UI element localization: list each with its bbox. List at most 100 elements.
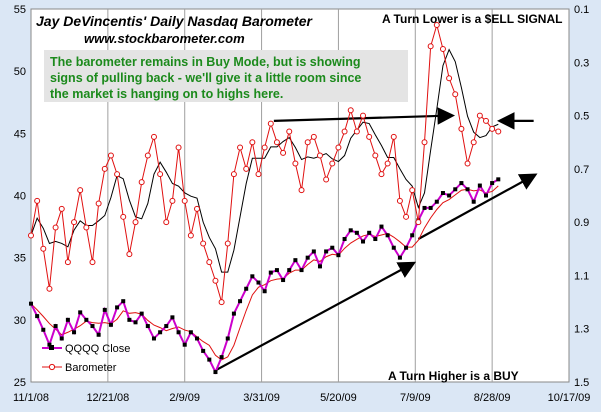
data-point bbox=[170, 315, 175, 320]
data-point bbox=[458, 125, 465, 132]
note-box bbox=[44, 50, 408, 102]
data-point bbox=[274, 268, 279, 273]
left-axis: 25 30 35 40 45 50 55 bbox=[14, 4, 26, 389]
data-point bbox=[415, 219, 422, 226]
legend-marker-qqqq bbox=[49, 345, 54, 350]
x-tick-label: 8/28/09 bbox=[474, 392, 511, 404]
right-tick-label: 0.9 bbox=[574, 217, 589, 229]
data-point bbox=[132, 219, 139, 226]
data-point bbox=[373, 237, 378, 242]
data-point bbox=[77, 187, 84, 194]
data-point bbox=[218, 299, 225, 306]
data-point bbox=[354, 230, 359, 235]
x-tick-label: 10/17/09 bbox=[548, 392, 591, 404]
data-point bbox=[323, 176, 330, 183]
data-point bbox=[237, 144, 244, 151]
data-point bbox=[316, 152, 323, 159]
data-point bbox=[107, 152, 114, 159]
data-point bbox=[195, 336, 200, 341]
data-point bbox=[404, 245, 409, 250]
left-tick-label: 40 bbox=[14, 191, 26, 203]
data-point bbox=[410, 233, 415, 238]
data-point bbox=[175, 144, 182, 151]
data-point bbox=[482, 117, 489, 124]
data-point bbox=[83, 224, 90, 231]
data-point bbox=[163, 219, 170, 226]
data-point bbox=[286, 128, 293, 135]
data-point bbox=[89, 259, 96, 266]
left-tick-label: 50 bbox=[14, 66, 26, 78]
x-tick-label: 11/1/08 bbox=[13, 392, 49, 404]
data-point bbox=[64, 259, 71, 266]
x-tick-label: 7/9/09 bbox=[400, 392, 431, 404]
data-point bbox=[40, 245, 47, 252]
data-point bbox=[324, 249, 329, 254]
data-point bbox=[182, 342, 187, 347]
data-point bbox=[230, 171, 237, 178]
data-point bbox=[385, 233, 390, 238]
data-point bbox=[243, 165, 250, 172]
data-point bbox=[496, 177, 501, 182]
data-point bbox=[273, 139, 280, 146]
data-point bbox=[459, 181, 464, 186]
data-point bbox=[304, 139, 311, 146]
data-point bbox=[151, 336, 156, 341]
trend-arrow-upper bbox=[417, 173, 538, 240]
data-point bbox=[292, 160, 299, 167]
data-point bbox=[41, 327, 46, 332]
series-qqqq-close bbox=[29, 177, 501, 375]
data-point bbox=[127, 317, 132, 322]
right-tick-label: 1.1 bbox=[574, 270, 589, 282]
data-point bbox=[164, 324, 169, 329]
data-point bbox=[440, 191, 445, 196]
right-tick-label: 0.3 bbox=[574, 57, 589, 69]
right-tick-label: 0.7 bbox=[574, 164, 589, 176]
data-point bbox=[34, 197, 41, 204]
data-point bbox=[169, 197, 176, 204]
data-point bbox=[428, 205, 433, 210]
data-point bbox=[90, 324, 95, 329]
data-point bbox=[139, 311, 144, 316]
data-point bbox=[470, 139, 477, 146]
data-point bbox=[360, 112, 367, 119]
data-point bbox=[47, 342, 52, 347]
right-axis: 0.1 0.3 0.5 0.7 0.9 1.1 1.3 1.5 bbox=[574, 4, 589, 389]
data-point bbox=[157, 171, 164, 178]
data-point bbox=[390, 133, 397, 140]
left-tick-label: 55 bbox=[14, 4, 26, 16]
data-point bbox=[267, 120, 274, 127]
data-point bbox=[145, 324, 150, 329]
data-point bbox=[71, 219, 78, 226]
data-point bbox=[29, 301, 33, 306]
data-point bbox=[366, 133, 373, 140]
data-point bbox=[200, 240, 207, 247]
data-point bbox=[121, 299, 126, 304]
data-point bbox=[330, 245, 335, 250]
x-tick-label: 2/9/09 bbox=[169, 392, 200, 404]
data-point bbox=[379, 224, 384, 229]
right-tick-label: 0.5 bbox=[574, 111, 589, 123]
data-point bbox=[256, 280, 261, 285]
right-tick-label: 1.5 bbox=[574, 377, 589, 389]
data-point bbox=[201, 348, 206, 353]
data-point bbox=[187, 232, 194, 239]
data-point bbox=[434, 199, 439, 204]
data-point bbox=[452, 91, 459, 98]
data-point bbox=[335, 144, 342, 151]
left-tick-label: 45 bbox=[14, 128, 26, 140]
data-point bbox=[305, 255, 310, 260]
data-point bbox=[120, 213, 127, 220]
data-point bbox=[213, 370, 218, 375]
data-point bbox=[403, 213, 410, 220]
chart-subtitle: www.stockbarometer.com bbox=[84, 31, 245, 46]
data-point bbox=[158, 330, 163, 335]
data-point bbox=[367, 230, 372, 235]
data-point bbox=[181, 197, 188, 204]
data-point bbox=[336, 253, 341, 258]
data-point bbox=[495, 128, 502, 135]
data-point bbox=[447, 193, 452, 198]
data-point bbox=[114, 171, 121, 178]
data-point bbox=[490, 181, 495, 186]
